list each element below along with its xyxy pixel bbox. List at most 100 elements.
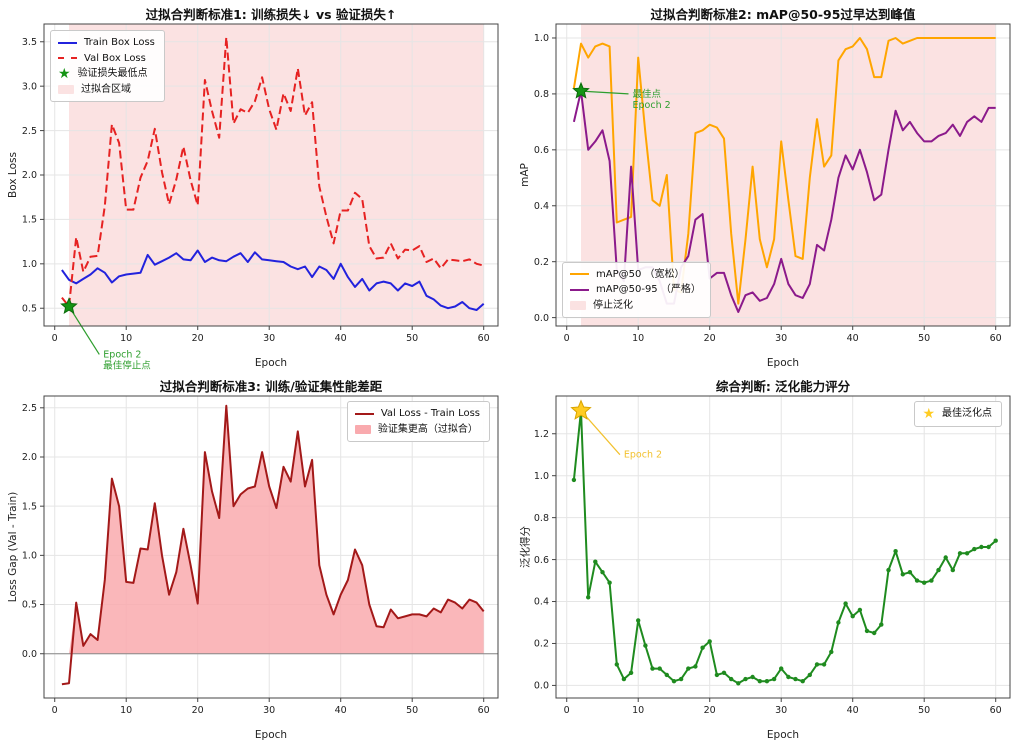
svg-text:2.0: 2.0 (22, 170, 37, 181)
line-swatch-icon (354, 412, 374, 415)
chart-legend: ★ 最佳泛化点 (914, 401, 1002, 427)
line-swatch-icon (570, 273, 589, 276)
svg-text:Epoch 2: Epoch 2 (103, 349, 141, 360)
svg-text:2.0: 2.0 (22, 452, 37, 463)
legend-label: 过拟合区域 (81, 83, 131, 95)
svg-text:50: 50 (918, 705, 930, 716)
legend-label: 验证损失最低点 (77, 68, 148, 79)
patch-swatch-icon (570, 300, 586, 310)
svg-text:0.6: 0.6 (534, 145, 549, 156)
dash-swatch-icon (58, 57, 77, 60)
svg-text:1.5: 1.5 (22, 501, 37, 512)
svg-text:0.5: 0.5 (22, 303, 37, 314)
legend-label: 验证集更高（过拟合） (377, 423, 478, 435)
line-swatch-icon (570, 288, 589, 291)
legend-label: mAP@50-95 （严格） (596, 284, 701, 295)
svg-text:0.8: 0.8 (534, 89, 549, 100)
patch-swatch-icon (354, 424, 371, 434)
legend-label: Train Box Loss (84, 37, 155, 48)
svg-text:Epoch 2: Epoch 2 (624, 450, 662, 461)
svg-text:60: 60 (990, 333, 1002, 344)
svg-text:30: 30 (263, 705, 275, 716)
chart-legend: Train Box Loss Val Box Loss ★ 验证损失最低点过拟合区域 (50, 30, 165, 102)
svg-text:Epoch 2: Epoch 2 (633, 100, 671, 111)
svg-text:0.2: 0.2 (534, 257, 549, 268)
svg-text:0.0: 0.0 (534, 681, 549, 692)
svg-text:20: 20 (192, 333, 204, 344)
svg-text:10: 10 (120, 705, 132, 716)
legend-label: Val Box Loss (84, 52, 146, 64)
svg-text:60: 60 (990, 705, 1002, 716)
x-axis-label: Epoch (766, 729, 800, 741)
line-swatch-icon (58, 41, 77, 44)
star-swatch-icon: ★ (58, 65, 71, 82)
svg-text:30: 30 (775, 705, 787, 716)
panel-loss-gap: 过拟合判断标准3: 训练/验证集性能差距 Loss Gap (Val - Tra… (0, 372, 512, 744)
svg-text:10: 10 (632, 333, 644, 344)
legend-item: ★ 验证损失最低点 (58, 66, 155, 82)
patch-swatch-icon (58, 84, 74, 94)
svg-text:最佳停止点: 最佳停止点 (103, 359, 151, 371)
chart-legend: Val Loss - Train Loss 验证集更高（过拟合） (346, 401, 490, 442)
svg-text:3.5: 3.5 (22, 37, 37, 48)
legend-item: mAP@50 （宽松） (570, 267, 701, 283)
panel-loss-curves: 过拟合判断标准1: 训练损失↓ vs 验证损失↑ Box Loss Epoch … (0, 0, 512, 372)
svg-text:20: 20 (704, 705, 716, 716)
svg-text:20: 20 (192, 705, 204, 716)
x-axis-label: Epoch (254, 729, 288, 741)
svg-text:1.0: 1.0 (22, 551, 37, 562)
svg-text:40: 40 (335, 333, 347, 344)
legend-label: mAP@50 （宽松） (596, 268, 685, 280)
legend-label: Val Loss - Train Loss (380, 408, 480, 419)
svg-text:0: 0 (52, 333, 58, 344)
svg-text:0.5: 0.5 (22, 600, 37, 611)
svg-text:0.0: 0.0 (22, 649, 37, 660)
svg-text:40: 40 (335, 705, 347, 716)
legend-item: mAP@50-95 （严格） (570, 282, 701, 298)
legend-item: Val Loss - Train Loss (354, 406, 480, 422)
chart-title: 过拟合判断标准3: 训练/验证集性能差距 (159, 379, 383, 394)
svg-text:50: 50 (918, 333, 930, 344)
x-axis-label: Epoch (766, 357, 800, 369)
svg-text:2.5: 2.5 (22, 403, 37, 414)
legend-item: 过拟合区域 (58, 82, 155, 98)
svg-text:50: 50 (406, 333, 418, 344)
panel-generalization-score: 综合判断: 泛化能力评分 泛化得分 Epoch 2 0 10 20 30 40 50 60 0.… (512, 372, 1024, 744)
legend-label: 最佳泛化点 (942, 408, 992, 419)
chart-title: 过拟合判断标准2: mAP@50-95过早达到峰值 (650, 7, 916, 22)
svg-text:30: 30 (775, 333, 787, 344)
svg-text:3.0: 3.0 (22, 81, 37, 92)
svg-text:60: 60 (478, 333, 490, 344)
svg-text:1.0: 1.0 (22, 259, 37, 270)
x-axis-label: Epoch (254, 357, 288, 369)
chart-legend: mAP@50 （宽松） mAP@50-95 （严格） 停止泛化 (562, 261, 711, 318)
svg-text:0.8: 0.8 (534, 513, 549, 524)
svg-text:0.6: 0.6 (534, 555, 549, 566)
svg-text:0.2: 0.2 (534, 639, 549, 650)
svg-text:1.5: 1.5 (22, 215, 37, 226)
svg-text:40: 40 (847, 333, 859, 344)
svg-text:40: 40 (847, 705, 859, 716)
svg-text:10: 10 (120, 333, 132, 344)
svg-text:最佳点: 最佳点 (633, 88, 662, 100)
panel-map-curves: 过拟合判断标准2: mAP@50-95过早达到峰值 mAP 最佳点 Epoch 2… (512, 0, 1024, 372)
svg-text:0: 0 (564, 333, 570, 344)
svg-text:1.0: 1.0 (534, 33, 549, 44)
svg-text:0.0: 0.0 (534, 313, 549, 324)
svg-text:0.4: 0.4 (534, 201, 549, 212)
svg-text:10: 10 (632, 705, 644, 716)
svg-text:0.4: 0.4 (534, 597, 549, 608)
chart-title: 过拟合判断标准1: 训练损失↓ vs 验证损失↑ (145, 7, 397, 22)
svg-text:50: 50 (406, 705, 418, 716)
legend-label: 停止泛化 (593, 299, 633, 311)
legend-item: Val Box Loss (58, 51, 155, 67)
legend-item: 停止泛化 (570, 298, 701, 314)
svg-text:1.0: 1.0 (534, 471, 549, 482)
star-swatch-icon: ★ (922, 405, 935, 422)
legend-item: ★ 最佳泛化点 (922, 406, 992, 422)
svg-text:1.2: 1.2 (534, 429, 549, 440)
svg-text:30: 30 (263, 333, 275, 344)
svg-text:2.5: 2.5 (22, 126, 37, 137)
legend-item: Train Box Loss (58, 35, 155, 51)
